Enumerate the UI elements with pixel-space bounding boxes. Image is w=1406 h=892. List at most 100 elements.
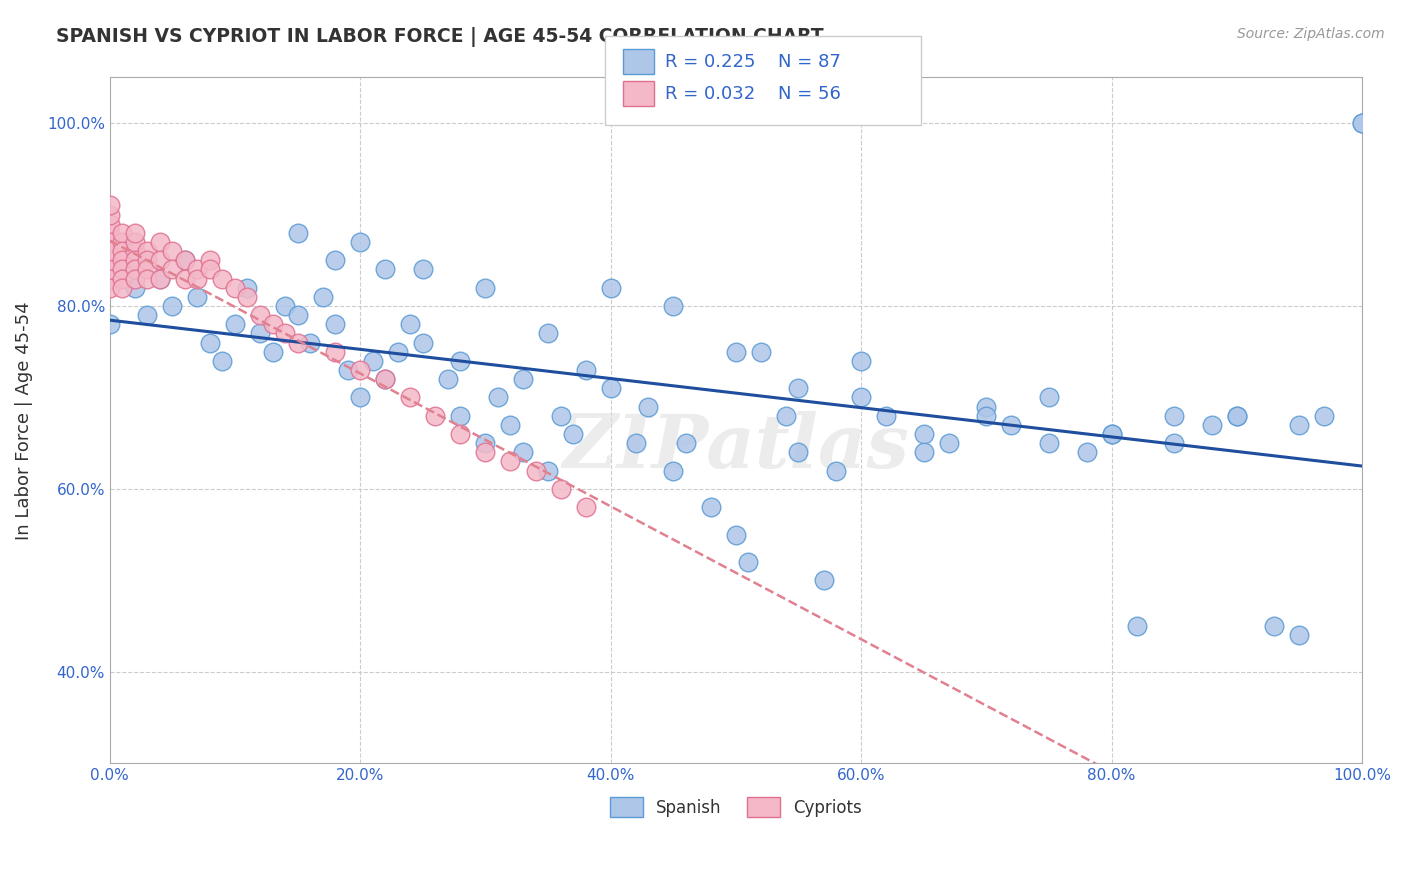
Point <box>349 391 371 405</box>
Point <box>98 198 121 212</box>
Point <box>374 372 396 386</box>
Point <box>499 417 522 432</box>
Point <box>124 226 146 240</box>
Point <box>198 253 221 268</box>
Point <box>186 262 208 277</box>
Point <box>787 381 810 395</box>
Point <box>262 318 284 332</box>
Point <box>274 299 297 313</box>
Point <box>111 235 134 249</box>
Point <box>349 235 371 249</box>
Y-axis label: In Labor Force | Age 45-54: In Labor Force | Age 45-54 <box>15 301 32 540</box>
Point <box>236 281 259 295</box>
Point <box>111 271 134 285</box>
Point <box>575 363 598 377</box>
Point <box>399 391 422 405</box>
Point <box>537 464 560 478</box>
Point <box>173 253 195 268</box>
Point <box>449 409 471 423</box>
Point <box>749 344 772 359</box>
Point <box>412 262 434 277</box>
Point <box>724 527 747 541</box>
Point <box>287 335 309 350</box>
Point <box>624 436 647 450</box>
Point <box>98 226 121 240</box>
Point <box>236 290 259 304</box>
Point <box>374 262 396 277</box>
Point <box>98 235 121 249</box>
Point <box>1038 391 1060 405</box>
Point <box>124 262 146 277</box>
Point <box>349 363 371 377</box>
Point <box>124 271 146 285</box>
Point <box>849 391 872 405</box>
Point <box>136 308 159 322</box>
Point <box>537 326 560 341</box>
Point <box>938 436 960 450</box>
Point <box>361 354 384 368</box>
Point <box>98 253 121 268</box>
Point <box>186 271 208 285</box>
Point <box>399 318 422 332</box>
Point <box>124 281 146 295</box>
Point <box>323 253 346 268</box>
Text: N = 56: N = 56 <box>778 85 841 103</box>
Point <box>1000 417 1022 432</box>
Point <box>162 299 184 313</box>
Point <box>562 427 585 442</box>
Point <box>1313 409 1336 423</box>
Text: ZIPatlas: ZIPatlas <box>562 411 910 484</box>
Point <box>249 308 271 322</box>
Point <box>323 318 346 332</box>
Point <box>700 500 723 515</box>
Point <box>1125 619 1147 633</box>
Point <box>1163 409 1185 423</box>
Text: Source: ZipAtlas.com: Source: ZipAtlas.com <box>1237 27 1385 41</box>
Point <box>449 427 471 442</box>
Point <box>1288 628 1310 642</box>
Text: N = 87: N = 87 <box>778 53 841 70</box>
Point <box>198 335 221 350</box>
Point <box>149 235 172 249</box>
Point <box>136 253 159 268</box>
Point <box>474 445 496 459</box>
Point <box>111 281 134 295</box>
Point <box>124 253 146 268</box>
Point <box>186 290 208 304</box>
Point <box>813 574 835 588</box>
Point <box>262 344 284 359</box>
Point <box>599 281 621 295</box>
Point <box>211 271 233 285</box>
Point <box>124 244 146 259</box>
Point <box>976 400 998 414</box>
Point <box>675 436 697 450</box>
Point <box>412 335 434 350</box>
Point <box>111 226 134 240</box>
Point <box>1288 417 1310 432</box>
Point <box>287 226 309 240</box>
Point <box>111 262 134 277</box>
Point <box>425 409 447 423</box>
Point <box>1101 427 1123 442</box>
Point <box>323 344 346 359</box>
Point <box>1076 445 1098 459</box>
Point <box>512 445 534 459</box>
Point <box>449 354 471 368</box>
Point <box>662 464 685 478</box>
Point <box>149 271 172 285</box>
Point <box>550 409 572 423</box>
Point <box>912 427 935 442</box>
Point <box>474 436 496 450</box>
Point <box>299 335 322 350</box>
Point <box>111 244 134 259</box>
Point <box>374 372 396 386</box>
Point <box>336 363 359 377</box>
Point <box>787 445 810 459</box>
Text: SPANISH VS CYPRIOT IN LABOR FORCE | AGE 45-54 CORRELATION CHART: SPANISH VS CYPRIOT IN LABOR FORCE | AGE … <box>56 27 824 46</box>
Point <box>1201 417 1223 432</box>
Point <box>173 253 195 268</box>
Text: R = 0.225: R = 0.225 <box>665 53 755 70</box>
Point <box>98 262 121 277</box>
Point <box>1226 409 1249 423</box>
Point <box>1263 619 1285 633</box>
